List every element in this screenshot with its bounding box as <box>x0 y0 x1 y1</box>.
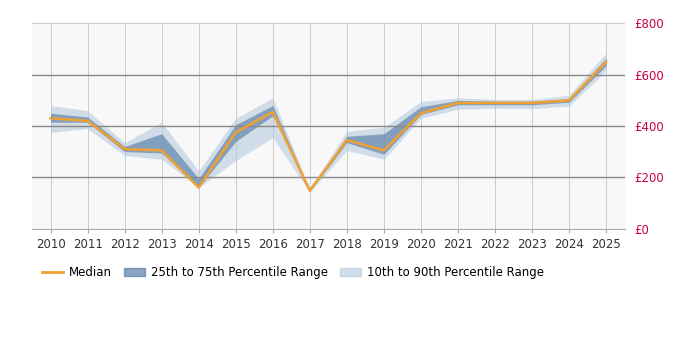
Legend: Median, 25th to 75th Percentile Range, 10th to 90th Percentile Range: Median, 25th to 75th Percentile Range, 1… <box>37 262 549 284</box>
